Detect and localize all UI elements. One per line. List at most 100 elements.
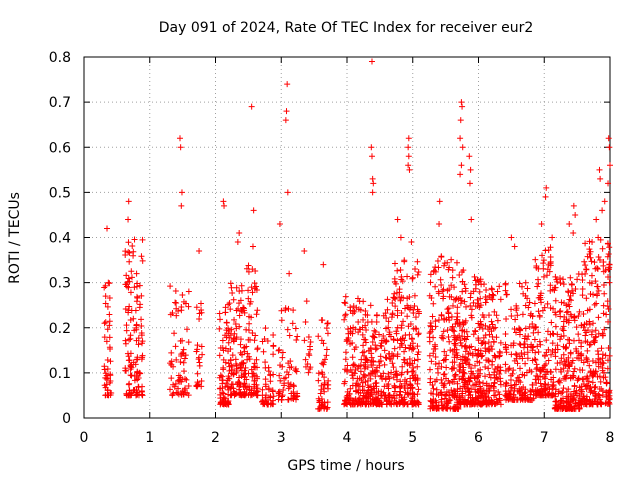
data-point — [377, 372, 384, 379]
data-point — [185, 288, 192, 295]
data-point — [505, 366, 512, 373]
data-point — [524, 349, 531, 356]
data-point — [382, 375, 389, 382]
data-point — [451, 346, 458, 353]
data-point — [491, 371, 498, 378]
data-point — [228, 367, 235, 374]
data-point — [518, 349, 525, 356]
data-point — [517, 365, 524, 372]
data-point — [466, 153, 473, 160]
data-point — [262, 383, 269, 390]
data-point — [558, 368, 565, 375]
data-point — [368, 153, 375, 160]
data-point — [567, 350, 574, 357]
data-point — [461, 298, 468, 305]
data-point — [234, 381, 241, 388]
data-point — [492, 365, 499, 372]
data-point — [560, 276, 567, 283]
data-point — [242, 364, 249, 371]
data-point — [591, 371, 598, 378]
data-point — [563, 397, 570, 404]
data-point — [282, 305, 289, 312]
data-point — [350, 375, 357, 382]
data-point — [502, 281, 509, 288]
data-point — [220, 401, 227, 408]
data-point — [389, 300, 396, 307]
data-point — [602, 352, 609, 359]
data-point — [548, 319, 555, 326]
data-point — [324, 330, 331, 337]
data-point — [459, 144, 466, 151]
data-point — [586, 279, 593, 286]
data-point — [105, 392, 112, 399]
data-point — [371, 334, 378, 341]
data-point — [545, 391, 552, 398]
data-point — [506, 390, 513, 397]
data-point — [481, 281, 488, 288]
data-point — [428, 295, 435, 302]
data-point — [377, 392, 384, 399]
data-point — [594, 265, 601, 272]
data-point — [512, 316, 519, 323]
data-point — [519, 311, 526, 318]
data-point — [440, 328, 447, 335]
data-point — [579, 292, 586, 299]
data-point — [606, 399, 613, 406]
data-point — [524, 355, 531, 362]
data-point — [397, 297, 404, 304]
data-point — [401, 380, 408, 387]
data-point — [237, 341, 244, 348]
data-point — [502, 392, 509, 399]
data-point — [588, 258, 595, 265]
data-point — [137, 301, 144, 308]
data-point — [101, 320, 108, 327]
data-point — [351, 346, 358, 353]
data-point — [354, 295, 361, 302]
data-point — [431, 267, 438, 274]
data-point — [317, 390, 324, 397]
data-point — [383, 354, 390, 361]
data-point — [560, 281, 567, 288]
data-point — [276, 372, 283, 379]
data-point — [457, 171, 464, 178]
data-point — [390, 336, 397, 343]
data-point — [471, 362, 478, 369]
data-point — [262, 364, 269, 371]
data-point — [485, 357, 492, 364]
data-point — [244, 356, 251, 363]
data-point — [558, 390, 565, 397]
data-point — [363, 394, 370, 401]
data-point — [604, 298, 611, 305]
data-point — [127, 289, 134, 296]
data-point — [394, 216, 401, 223]
data-point — [557, 308, 564, 315]
data-point — [547, 282, 554, 289]
data-point — [444, 327, 451, 334]
data-point — [101, 284, 108, 291]
data-point — [451, 336, 458, 343]
data-point — [604, 365, 611, 372]
data-point — [606, 352, 613, 359]
data-point — [488, 318, 495, 325]
data-point — [437, 276, 444, 283]
data-point — [574, 354, 581, 361]
data-point — [123, 281, 130, 288]
data-point — [324, 385, 331, 392]
data-point — [560, 332, 567, 339]
data-point — [315, 370, 322, 377]
data-point — [415, 269, 422, 276]
data-point — [580, 359, 587, 366]
data-point — [126, 249, 133, 256]
data-point — [236, 312, 243, 319]
data-point — [135, 383, 142, 390]
data-point — [524, 396, 531, 403]
data-point — [249, 373, 256, 380]
data-point — [220, 364, 227, 371]
data-point — [516, 280, 523, 287]
data-point — [182, 300, 189, 307]
data-point — [232, 361, 239, 368]
data-point — [432, 354, 439, 361]
data-point — [529, 321, 536, 328]
data-point — [323, 405, 330, 412]
data-point — [574, 276, 581, 283]
